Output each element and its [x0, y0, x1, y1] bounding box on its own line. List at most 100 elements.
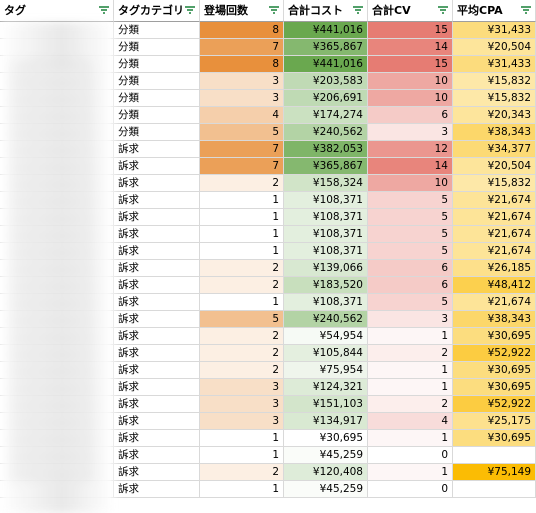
count-cell[interactable]: 8: [200, 56, 284, 73]
count-cell[interactable]: 2: [200, 175, 284, 192]
category-cell[interactable]: 訴求: [114, 379, 200, 396]
cpa-cell[interactable]: ¥31,433: [453, 56, 536, 73]
header-tag[interactable]: タグ: [0, 0, 114, 22]
cpa-cell[interactable]: [453, 447, 536, 464]
cost-cell[interactable]: ¥441,016: [284, 56, 368, 73]
count-cell[interactable]: 8: [200, 22, 284, 39]
cv-cell[interactable]: 6: [368, 260, 453, 277]
cv-cell[interactable]: 1: [368, 328, 453, 345]
filter-icon[interactable]: [99, 6, 109, 14]
filter-icon[interactable]: [185, 6, 195, 14]
filter-icon[interactable]: [438, 6, 448, 14]
cpa-cell[interactable]: ¥30,695: [453, 430, 536, 447]
cv-cell[interactable]: 10: [368, 73, 453, 90]
cost-cell[interactable]: ¥75,954: [284, 362, 368, 379]
category-cell[interactable]: 訴求: [114, 362, 200, 379]
count-cell[interactable]: 7: [200, 141, 284, 158]
cv-cell[interactable]: 1: [368, 430, 453, 447]
cv-cell[interactable]: 1: [368, 464, 453, 481]
cost-cell[interactable]: ¥120,408: [284, 464, 368, 481]
cpa-cell[interactable]: ¥38,343: [453, 311, 536, 328]
cpa-cell[interactable]: [453, 481, 536, 498]
header-total-cost[interactable]: 合計コスト: [284, 0, 368, 22]
cpa-cell[interactable]: ¥30,695: [453, 379, 536, 396]
count-cell[interactable]: 4: [200, 107, 284, 124]
count-cell[interactable]: 1: [200, 209, 284, 226]
category-cell[interactable]: 訴求: [114, 464, 200, 481]
cpa-cell[interactable]: ¥21,674: [453, 209, 536, 226]
cost-cell[interactable]: ¥151,103: [284, 396, 368, 413]
cv-cell[interactable]: 5: [368, 192, 453, 209]
cv-cell[interactable]: 0: [368, 447, 453, 464]
cpa-cell[interactable]: ¥21,674: [453, 226, 536, 243]
cost-cell[interactable]: ¥108,371: [284, 243, 368, 260]
count-cell[interactable]: 2: [200, 464, 284, 481]
category-cell[interactable]: 訴求: [114, 277, 200, 294]
cost-cell[interactable]: ¥365,867: [284, 39, 368, 56]
cost-cell[interactable]: ¥108,371: [284, 209, 368, 226]
count-cell[interactable]: 7: [200, 39, 284, 56]
cpa-cell[interactable]: ¥20,504: [453, 158, 536, 175]
count-cell[interactable]: 5: [200, 124, 284, 141]
cost-cell[interactable]: ¥139,066: [284, 260, 368, 277]
count-cell[interactable]: 1: [200, 430, 284, 447]
count-cell[interactable]: 1: [200, 294, 284, 311]
cost-cell[interactable]: ¥365,867: [284, 158, 368, 175]
category-cell[interactable]: 訴求: [114, 175, 200, 192]
cpa-cell[interactable]: ¥20,343: [453, 107, 536, 124]
count-cell[interactable]: 1: [200, 226, 284, 243]
count-cell[interactable]: 5: [200, 311, 284, 328]
category-cell[interactable]: 分類: [114, 39, 200, 56]
cv-cell[interactable]: 2: [368, 345, 453, 362]
category-cell[interactable]: 分類: [114, 90, 200, 107]
count-cell[interactable]: 1: [200, 192, 284, 209]
filter-icon[interactable]: [521, 6, 531, 14]
category-cell[interactable]: 分類: [114, 22, 200, 39]
cv-cell[interactable]: 10: [368, 175, 453, 192]
count-cell[interactable]: 3: [200, 379, 284, 396]
header-count[interactable]: 登場回数: [200, 0, 284, 22]
category-cell[interactable]: 訴求: [114, 141, 200, 158]
cv-cell[interactable]: 4: [368, 413, 453, 430]
cpa-cell[interactable]: ¥21,674: [453, 294, 536, 311]
category-cell[interactable]: 訴求: [114, 311, 200, 328]
count-cell[interactable]: 2: [200, 328, 284, 345]
cv-cell[interactable]: 3: [368, 124, 453, 141]
cost-cell[interactable]: ¥183,520: [284, 277, 368, 294]
cv-cell[interactable]: 1: [368, 379, 453, 396]
cost-cell[interactable]: ¥108,371: [284, 226, 368, 243]
cv-cell[interactable]: 15: [368, 22, 453, 39]
category-cell[interactable]: 訴求: [114, 481, 200, 498]
cv-cell[interactable]: 15: [368, 56, 453, 73]
cost-cell[interactable]: ¥108,371: [284, 192, 368, 209]
cv-cell[interactable]: 10: [368, 90, 453, 107]
cpa-cell[interactable]: ¥20,504: [453, 39, 536, 56]
cpa-cell[interactable]: ¥38,343: [453, 124, 536, 141]
cost-cell[interactable]: ¥174,274: [284, 107, 368, 124]
cost-cell[interactable]: ¥206,691: [284, 90, 368, 107]
count-cell[interactable]: 7: [200, 158, 284, 175]
category-cell[interactable]: 訴求: [114, 413, 200, 430]
category-cell[interactable]: 分類: [114, 56, 200, 73]
count-cell[interactable]: 1: [200, 243, 284, 260]
cv-cell[interactable]: 12: [368, 141, 453, 158]
cpa-cell[interactable]: ¥52,922: [453, 396, 536, 413]
header-avg-cpa[interactable]: 平均CPA: [453, 0, 536, 22]
category-cell[interactable]: 訴求: [114, 294, 200, 311]
cv-cell[interactable]: 0: [368, 481, 453, 498]
filter-icon[interactable]: [353, 6, 363, 14]
count-cell[interactable]: 2: [200, 362, 284, 379]
count-cell[interactable]: 3: [200, 73, 284, 90]
count-cell[interactable]: 2: [200, 345, 284, 362]
category-cell[interactable]: 分類: [114, 73, 200, 90]
cv-cell[interactable]: 5: [368, 226, 453, 243]
cpa-cell[interactable]: ¥30,695: [453, 362, 536, 379]
count-cell[interactable]: 3: [200, 413, 284, 430]
cost-cell[interactable]: ¥30,695: [284, 430, 368, 447]
cv-cell[interactable]: 5: [368, 209, 453, 226]
cpa-cell[interactable]: ¥15,832: [453, 90, 536, 107]
cost-cell[interactable]: ¥240,562: [284, 124, 368, 141]
category-cell[interactable]: 訴求: [114, 260, 200, 277]
count-cell[interactable]: 1: [200, 447, 284, 464]
count-cell[interactable]: 2: [200, 277, 284, 294]
